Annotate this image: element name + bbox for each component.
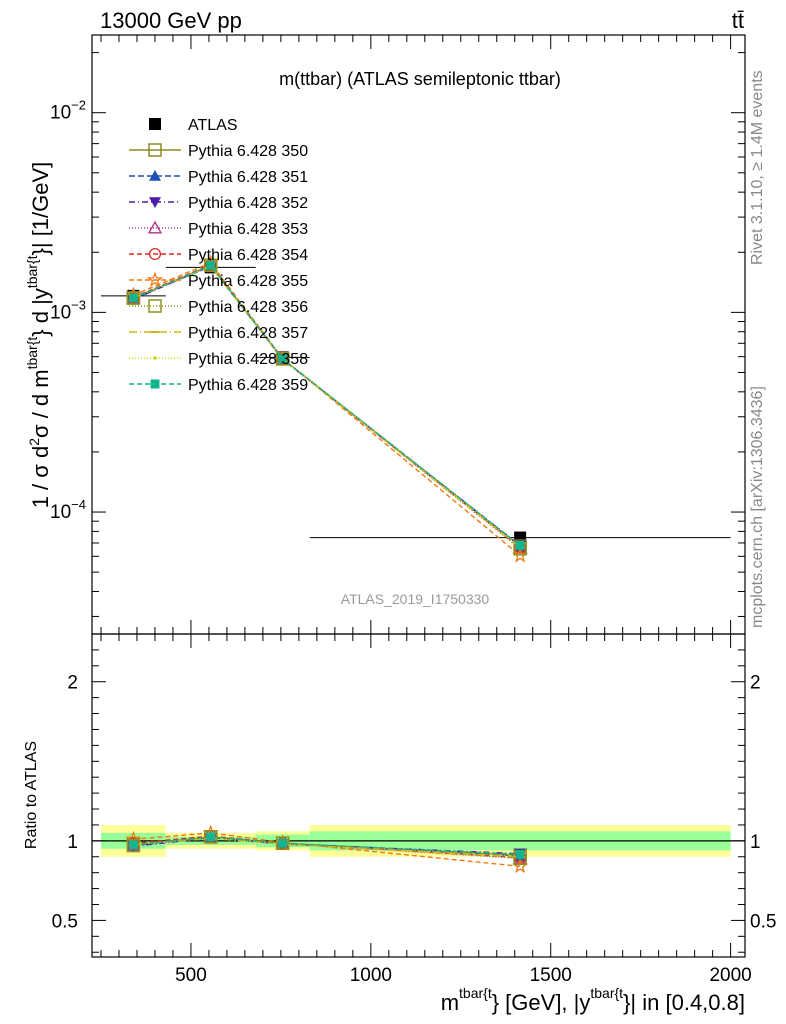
y-tick-label: 10−2 — [50, 98, 86, 124]
legend-item: Pythia 6.428 359 — [129, 377, 308, 394]
header-energy-label: 13000 GeV pp — [100, 8, 242, 33]
ratio-y-tick-label: 1 — [67, 832, 78, 853]
legend-marker — [148, 143, 162, 157]
ratio-line — [133, 836, 521, 856]
legend: ATLAS Pythia 6.428 350 Pythia 6.428 351 Pyt… — [129, 117, 308, 394]
ratio-y-axis-label: Ratio to ATLAS — [23, 741, 40, 849]
mc-series-layer — [125, 254, 529, 563]
legend-item: Pythia 6.428 355 — [129, 271, 308, 290]
legend-item: ATLAS — [149, 117, 238, 134]
series-7 — [126, 258, 527, 556]
ratio-point — [515, 849, 525, 859]
analysis-watermark: ATLAS_2019_I1750330 — [341, 591, 490, 607]
legend-item: Pythia 6.428 357 — [129, 325, 308, 342]
legend-item: Pythia 6.428 358 — [129, 351, 308, 368]
legend-marker — [149, 118, 161, 130]
legend-label: Pythia 6.428 354 — [188, 247, 308, 264]
x-axis-label: mtbar{t} [GeV], |ytbar{t}| in [0.4,0.8] — [441, 985, 745, 1015]
legend-marker — [149, 197, 161, 208]
legend-marker — [150, 379, 160, 389]
x-tick-label: 1000 — [350, 965, 392, 986]
rivet-version-label: Rivet 3.1.10, ≥ 1.4M events — [749, 70, 766, 265]
legend-label: Pythia 6.428 350 — [188, 143, 308, 160]
legend-item: Pythia 6.428 351 — [129, 169, 308, 186]
main-panel: m(ttbar) (ATLAS semileptonic ttbar) ATLA… — [50, 34, 746, 635]
legend-marker — [149, 170, 161, 181]
series-10 — [128, 260, 525, 550]
x-tick-label: 1500 — [530, 965, 572, 986]
ratio-panel: 500 1000 1500 2000 0.5 0.5 1 1 2 2 — [52, 633, 776, 986]
ratio-y-tick-label: 0.5 — [52, 911, 78, 932]
series-point — [275, 352, 290, 366]
ratio-series-layer — [125, 824, 529, 874]
main-axes: 10−4 10−3 10−2 — [50, 34, 746, 635]
series-line — [133, 262, 521, 557]
ratio-series-10 — [128, 832, 525, 859]
header-process-label: tt̄ — [732, 8, 744, 33]
legend-label: Pythia 6.428 356 — [188, 299, 308, 316]
legend-label: Pythia 6.428 355 — [188, 273, 308, 290]
series-point — [512, 547, 529, 563]
plot-title: m(ttbar) (ATLAS semileptonic ttbar) — [279, 69, 561, 89]
series-point — [278, 354, 288, 364]
legend-label: Pythia 6.428 357 — [188, 325, 308, 342]
ratio-point — [278, 838, 288, 848]
legend-marker — [148, 247, 162, 261]
legend-marker — [148, 299, 162, 313]
series-point — [515, 540, 525, 550]
x-tick-label: 2000 — [709, 965, 751, 986]
ratio-line — [133, 836, 521, 855]
y-tick-label: 10−3 — [50, 297, 86, 323]
legend-marker — [147, 220, 163, 234]
ratio-y-tick-label-right: 2 — [750, 673, 761, 694]
legend-marker — [153, 356, 157, 360]
series-point — [128, 293, 138, 303]
legend-label: Pythia 6.428 352 — [188, 195, 308, 212]
mcplots-label: mcplots.cern.ch [arXiv:1306.3436] — [749, 386, 766, 628]
legend-item: Pythia 6.428 350 — [129, 143, 308, 160]
ratio-point — [126, 838, 141, 853]
y-tick-label: 10−4 — [50, 497, 86, 523]
legend-item: Pythia 6.428 356 — [129, 299, 308, 316]
legend-label: Pythia 6.428 353 — [188, 221, 308, 238]
y-axis-label: 1 / σ d2σ / d mtbar{t} d |ytbar{t}| [1/G… — [24, 162, 53, 509]
ratio-line — [133, 832, 521, 867]
ratio-point — [206, 832, 216, 842]
ratio-y-tick-label: 2 — [67, 673, 78, 694]
ratio-y-tick-label-right: 0.5 — [750, 911, 776, 932]
x-tick-label: 500 — [175, 965, 207, 986]
ratio-axes: 500 1000 1500 2000 0.5 0.5 1 1 2 2 — [52, 633, 776, 986]
legend-item: Pythia 6.428 354 — [129, 247, 308, 264]
series-point — [206, 260, 216, 270]
legend-label: Pythia 6.428 358 — [188, 351, 308, 368]
ratio-point — [128, 840, 138, 850]
ratio-y-tick-label-right: 1 — [750, 832, 761, 853]
legend-marker — [146, 271, 164, 287]
ratio-frame — [91, 633, 746, 958]
series-line — [133, 264, 521, 547]
legend-label: Pythia 6.428 359 — [188, 377, 308, 394]
legend-item: Pythia 6.428 353 — [129, 220, 308, 238]
legend-label: Pythia 6.428 351 — [188, 169, 308, 186]
legend-label: ATLAS — [188, 117, 238, 134]
series-point — [126, 291, 141, 305]
series-point — [203, 258, 218, 273]
legend-item: Pythia 6.428 352 — [129, 195, 308, 212]
